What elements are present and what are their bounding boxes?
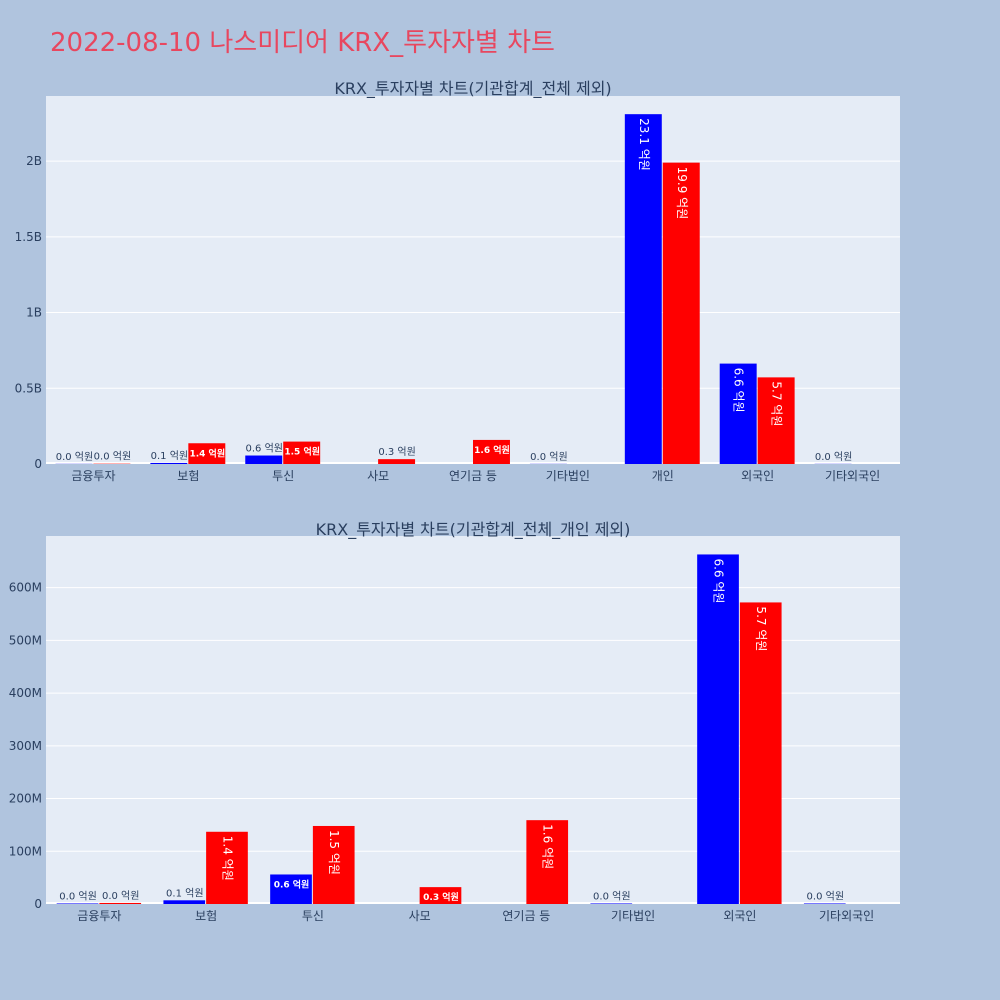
bar-buy — [245, 455, 283, 464]
bar-sell — [206, 831, 248, 904]
data-label: 5.7 억원 — [754, 606, 768, 651]
chart-title: KRX_투자자별 차트(기관합계_전체 제외) — [334, 79, 611, 99]
data-label: 0.3 억원 — [423, 891, 459, 903]
data-label: 6.6 억원 — [712, 558, 726, 603]
data-label: 0.6 억원 — [274, 878, 310, 890]
y-tick-label: 1.5B — [15, 230, 42, 244]
y-tick-label: 100M — [9, 844, 42, 858]
data-label: 0.0 억원 — [807, 890, 844, 902]
y-tick-label: 200M — [9, 792, 42, 806]
x-tick-label: 보험 — [177, 469, 199, 483]
data-label: 6.6 억원 — [732, 368, 746, 413]
data-label: 0.0 억원 — [530, 451, 567, 463]
data-label: 1.4 억원 — [220, 836, 234, 881]
data-label: 0.0 억원 — [59, 890, 96, 902]
data-label: 0.0 억원 — [94, 451, 131, 463]
data-label: 0.6 억원 — [246, 443, 283, 455]
data-label: 1.5 억원 — [327, 830, 341, 875]
x-tick-label: 사모 — [367, 469, 389, 483]
bar-buy — [590, 903, 633, 904]
y-tick-label: 500M — [9, 633, 42, 647]
bar-buy — [163, 900, 206, 904]
x-tick-label: 보험 — [195, 909, 217, 923]
bar-buy — [270, 874, 312, 904]
data-label: 1.6 억원 — [541, 824, 555, 869]
x-tick-label: 사모 — [409, 909, 431, 923]
data-label: 0.0 억원 — [593, 890, 630, 902]
bar-sell — [526, 820, 569, 904]
x-tick-label: 외국인 — [741, 469, 774, 483]
x-tick-label: 기타법인 — [611, 909, 655, 923]
x-tick-label: 연기금 등 — [449, 469, 497, 483]
bar-buy — [624, 114, 662, 464]
data-label: 0.0 억원 — [56, 451, 93, 463]
x-tick-label: 금융투자 — [77, 909, 121, 923]
x-tick-label: 기타외국인 — [819, 909, 874, 923]
bar-sell — [188, 443, 226, 464]
x-tick-label: 기타외국인 — [825, 469, 880, 483]
bar-buy — [719, 363, 757, 464]
data-label: 1.6 억원 — [474, 444, 510, 456]
bar-sell — [419, 887, 462, 904]
bar-sell — [473, 439, 510, 464]
bar-sell — [757, 377, 795, 464]
data-label: 0.1 억원 — [166, 887, 203, 899]
y-tick-label: 0.5B — [15, 381, 42, 395]
y-tick-label: 0 — [34, 457, 42, 471]
y-tick-label: 0 — [34, 897, 42, 911]
x-tick-label: 투신 — [272, 469, 294, 483]
bar-sell — [283, 441, 321, 464]
y-tick-label: 600M — [9, 581, 42, 595]
bar-sell — [739, 602, 782, 904]
x-tick-label: 외국인 — [723, 909, 756, 923]
data-label: 23.1 억원 — [637, 118, 651, 171]
x-tick-label: 기타법인 — [546, 469, 590, 483]
bar-buy — [697, 554, 739, 904]
bar-sell — [99, 902, 142, 904]
data-label: 1.4 억원 — [189, 447, 225, 459]
bar-sell — [662, 162, 700, 465]
y-tick-label: 2B — [26, 154, 42, 168]
data-label: 0.1 억원 — [151, 450, 188, 462]
y-tick-label: 1B — [26, 306, 42, 320]
bar-sell — [378, 459, 416, 464]
data-label: 0.0 억원 — [102, 890, 139, 902]
bar-buy — [150, 462, 188, 464]
bar-buy — [56, 903, 99, 904]
x-tick-label: 금융투자 — [71, 469, 115, 483]
bar-buy — [803, 903, 846, 904]
y-tick-label: 400M — [9, 686, 42, 700]
chart-title: KRX_투자자별 차트(기관합계_전체_개인 제외) — [316, 520, 631, 540]
x-tick-label: 연기금 등 — [502, 909, 550, 923]
y-tick-label: 300M — [9, 739, 42, 753]
bar-sell — [312, 825, 355, 904]
data-label: 0.3 억원 — [378, 446, 415, 458]
data-label: 19.9 억원 — [675, 167, 689, 220]
data-label: 5.7 억원 — [770, 381, 784, 426]
data-label: 0.0 억원 — [815, 451, 852, 463]
x-tick-label: 개인 — [652, 469, 674, 483]
page-title: 2022-08-10 나스미디어 KRX_투자자별 차트 — [50, 28, 555, 58]
data-label: 1.5 억원 — [284, 446, 320, 458]
x-tick-label: 투신 — [302, 909, 324, 923]
